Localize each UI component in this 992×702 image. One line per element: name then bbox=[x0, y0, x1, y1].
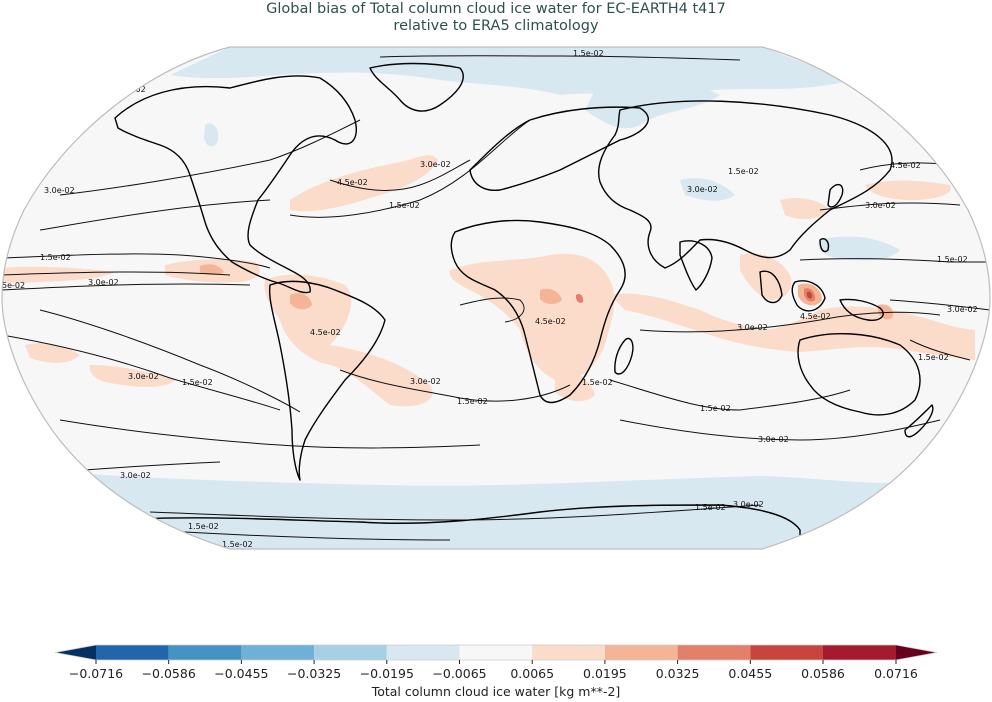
colorbar-under-arrow bbox=[55, 645, 96, 660]
colorbar-tick-label: 0.0455 bbox=[728, 666, 773, 681]
colorbar-bin bbox=[386, 645, 460, 660]
colorbar-tick-label: −0.0716 bbox=[68, 666, 124, 681]
very-strong-positive-bias bbox=[806, 291, 813, 299]
contour-label: 5e-02 bbox=[2, 281, 25, 290]
contour-label: 1.5e-02 bbox=[188, 522, 219, 531]
map-border bbox=[1, 46, 991, 550]
colorbar-bin bbox=[168, 645, 242, 660]
colorbar-tick-label: 0.0586 bbox=[801, 666, 845, 681]
contour-label: 1.5e-02 bbox=[389, 201, 420, 210]
plot-title-line-2: relative to ERA5 climatology bbox=[393, 18, 599, 34]
contour-label: 3.0e-02 bbox=[420, 160, 451, 169]
coastlines bbox=[114, 62, 934, 549]
map-field: 1.5e-02 1.5e-02 4.5e-02 3.0e-02 1.5e-02 … bbox=[2, 47, 990, 549]
colorbar-bin bbox=[677, 645, 751, 660]
contour-label: 3.0e-02 bbox=[947, 305, 978, 314]
contour-label: 1.5e-02 bbox=[695, 503, 726, 512]
contour-label: 4.5e-02 bbox=[800, 312, 831, 321]
contour-label: 4.5e-02 bbox=[337, 178, 368, 187]
contour-label: 1.5e-02 bbox=[918, 353, 949, 362]
colorbar-tick-label: 0.0195 bbox=[583, 666, 627, 681]
colorbar-ticks bbox=[95, 660, 897, 664]
colorbar-tick-label: −0.0455 bbox=[214, 666, 269, 681]
contour-label: 1.5e-02 bbox=[573, 49, 604, 58]
colorbar-tick-label: −0.0325 bbox=[286, 666, 342, 681]
contour-label: 3.0e-02 bbox=[44, 186, 75, 195]
contour-label: 3.0e-02 bbox=[128, 372, 159, 381]
colorbar-tick-label: 0.0716 bbox=[874, 666, 918, 681]
colorbar-bin bbox=[314, 645, 387, 660]
colorbar-tick-label: 0.0325 bbox=[655, 666, 700, 681]
colorbar-label: Total column cloud ice water [kg m**-2] bbox=[371, 684, 621, 699]
contour-label: 1.5e-02 bbox=[40, 253, 71, 262]
contour-label: 1.5e-02 bbox=[937, 255, 968, 264]
colorbar-bin bbox=[604, 645, 678, 660]
negative-bias-regions bbox=[40, 47, 940, 549]
colorbar-bin bbox=[459, 645, 533, 660]
contour-label: 3.0e-02 bbox=[88, 278, 119, 287]
colorbar-bin bbox=[532, 645, 605, 660]
contour-label: 1.5e-02 bbox=[457, 397, 488, 406]
contour-label: 1.5e-02 bbox=[182, 378, 213, 387]
world-map: 1.5e-02 1.5e-02 4.5e-02 3.0e-02 1.5e-02 … bbox=[1, 46, 991, 550]
contour-label: 3.0e-02 bbox=[733, 500, 764, 509]
plot-title-line-1: Global bias of Total column cloud ice wa… bbox=[266, 1, 726, 17]
colorbar-bin bbox=[241, 645, 315, 660]
contour-label: 3.0e-02 bbox=[410, 377, 441, 386]
colorbar-tick-label: −0.0065 bbox=[432, 666, 487, 681]
contour-label: 4.5e-02 bbox=[890, 161, 921, 170]
contour-label-group: 1.5e-02 1.5e-02 4.5e-02 3.0e-02 1.5e-02 … bbox=[2, 49, 978, 549]
contour-label: 4.5e-02 bbox=[535, 317, 566, 326]
contour-label: 3.0e-02 bbox=[758, 435, 789, 444]
contour-label: 1.5e-02 bbox=[582, 378, 613, 387]
contour-label: 3.0e-02 bbox=[737, 323, 768, 332]
colorbar-tick-label: −0.0195 bbox=[359, 666, 414, 681]
colorbar-bin bbox=[823, 645, 896, 660]
contour-label: 4.5e-02 bbox=[310, 328, 341, 337]
colorbar-tick-label: −0.0586 bbox=[141, 666, 196, 681]
colorbar-over-arrow bbox=[896, 645, 937, 660]
contour-label: 3.0e-02 bbox=[120, 471, 151, 480]
contour-label: 1.5e-02 bbox=[222, 540, 253, 549]
contour-label: 1.5e-02 bbox=[700, 404, 731, 413]
colorbar-bin bbox=[96, 645, 169, 660]
contour-label: 3.0e-02 bbox=[687, 185, 718, 194]
contour-label: 1.5e-02 bbox=[728, 167, 759, 176]
colorbar-tick-label: 0.0065 bbox=[510, 666, 555, 681]
contour-label: 3.0e-02 bbox=[865, 201, 896, 210]
colorbar-bin bbox=[750, 645, 823, 660]
